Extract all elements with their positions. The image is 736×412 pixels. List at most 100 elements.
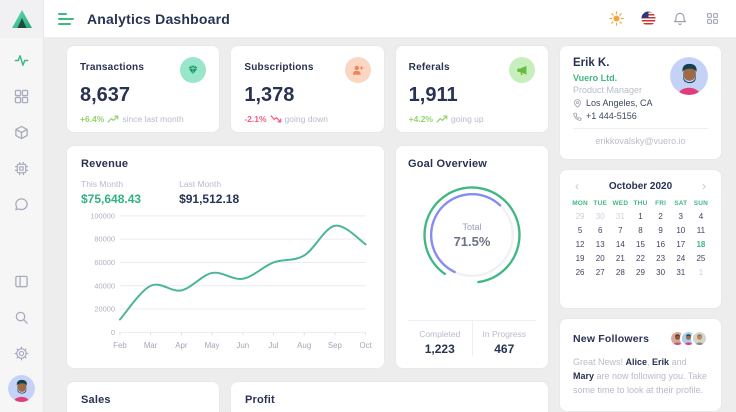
goal-overview-card: Goal Overview Total 71.5% Completed 1 (395, 145, 549, 369)
calendar-day[interactable]: 1 (638, 212, 643, 221)
calendar-day[interactable]: 5 (577, 226, 583, 235)
calendar-day[interactable]: 4 (698, 212, 704, 221)
followers-header: New Followers (573, 330, 708, 347)
stats-row: Transactions 8,637 +6.4% since last mont… (66, 45, 549, 133)
activity-icon (14, 54, 29, 66)
goal-donut-chart (423, 186, 521, 284)
calendar-day[interactable]: 28 (615, 268, 625, 277)
calendar-day[interactable]: 15 (636, 240, 645, 249)
followers-title: New Followers (573, 332, 650, 345)
revenue-summary: This Month $75,648.43 Last Month $91,512… (81, 179, 370, 206)
stat-trend: +4.2% going up (408, 114, 484, 124)
sidebar-item-system[interactable] (8, 154, 36, 182)
calendar-day-header: THU (633, 200, 648, 207)
calendar-day[interactable]: 17 (676, 240, 686, 249)
this-month-value: $75,648.43 (81, 192, 142, 206)
calendar-day[interactable]: 12 (575, 240, 585, 249)
calendar-day[interactable]: 29 (575, 212, 585, 221)
user-plus-icon (344, 57, 371, 83)
calendar-day[interactable]: 31 (676, 268, 686, 277)
goal-completed: Completed 1,223 (408, 321, 473, 356)
calendar-day-header: WED (612, 200, 629, 207)
sales-title: Sales (81, 394, 111, 406)
subscriptions-card: Subscriptions 1,378 -2.1% going down (230, 45, 385, 133)
revenue-line-chart: 0 20000 40000 60000 80000 100000 Feb Mar Apr May J… (90, 211, 372, 350)
calendar-day[interactable]: 1 (698, 268, 704, 277)
stat-label: Transactions (80, 62, 145, 73)
avatar (8, 375, 35, 402)
goal-donut-wrap: Total 71.5% (415, 178, 529, 292)
calendar-day[interactable]: 22 (636, 254, 645, 263)
topbar: Analytics Dashboard (44, 0, 736, 38)
apps-grid-icon[interactable] (704, 11, 720, 27)
profile-name: Erik K. (573, 57, 610, 69)
calendar-day[interactable]: 30 (656, 268, 666, 277)
calendar-day[interactable]: 25 (696, 254, 706, 263)
sidebar-item-dashboards[interactable] (8, 82, 36, 110)
calendar-day[interactable]: 23 (656, 254, 666, 263)
sidebar-user-avatar[interactable] (8, 375, 35, 402)
theme-toggle-sun-icon[interactable] (608, 11, 624, 27)
search-icon (15, 311, 28, 324)
svg-text:20000: 20000 (94, 305, 115, 314)
dashboard-grid-icon (14, 89, 29, 103)
sidebar-item-settings[interactable] (8, 339, 36, 367)
menu-toggle-button[interactable] (58, 12, 74, 25)
calendar-next-button[interactable]: › (702, 179, 706, 193)
profile-avatar[interactable] (670, 57, 708, 95)
svg-text:Apr: Apr (175, 341, 188, 350)
profile-phone: +1 444-5156 (573, 111, 708, 121)
calendar-day[interactable]: 26 (575, 268, 585, 277)
calendar-prev-button[interactable]: ‹ (575, 179, 579, 193)
calendar-day[interactable]: 3 (678, 212, 683, 221)
profile-company[interactable]: Vuero Ltd. (573, 73, 618, 83)
sidebar-item-components[interactable] (8, 118, 36, 146)
svg-text:100000: 100000 (90, 211, 115, 220)
calendar-day[interactable]: 24 (676, 254, 686, 263)
calendar-day[interactable]: 30 (595, 212, 605, 221)
charts-row: Revenue This Month $75,648.43 Last Month… (66, 145, 549, 369)
calendar-day[interactable]: 13 (595, 240, 605, 249)
sidebar-item-activity[interactable] (8, 46, 36, 74)
language-us-flag-icon[interactable] (640, 11, 656, 27)
content: Transactions 8,637 +6.4% since last mont… (44, 38, 736, 412)
calendar-day[interactable]: 21 (615, 254, 625, 263)
avatar (670, 57, 708, 95)
calendar-month-label: October 2020 (608, 180, 673, 192)
calendar-day[interactable]: 10 (676, 226, 686, 235)
calendar-day[interactable]: 31 (615, 212, 625, 221)
profile-email[interactable]: erikkovalsky@vuero.io (573, 128, 708, 146)
calendar-day[interactable]: 20 (595, 254, 605, 263)
referals-card: Referals 1,911 +4.2% going up (394, 45, 549, 133)
calendar-day[interactable]: 7 (618, 226, 623, 235)
sidebar-item-panels[interactable] (8, 267, 36, 295)
profile-location: Los Angeles, CA (573, 98, 708, 108)
calendar-day[interactable]: 14 (615, 240, 625, 249)
profile-role: Product Manager (573, 85, 643, 95)
goal-in-progress: In Progress 467 (482, 329, 526, 356)
trend-up-icon (436, 115, 448, 123)
calendar-day[interactable]: 19 (575, 254, 585, 263)
calendar-day[interactable]: 29 (636, 268, 645, 277)
calendar-day[interactable]: 11 (696, 226, 706, 235)
calendar-day[interactable]: 6 (597, 226, 603, 235)
calendar-day[interactable]: 27 (595, 268, 605, 277)
calendar-day[interactable]: 16 (656, 240, 666, 249)
calendar-day[interactable]: 8 (638, 226, 643, 235)
calendar-day[interactable]: 9 (658, 226, 663, 235)
sidebar-item-messages[interactable] (8, 190, 36, 218)
sidebar-item-search[interactable] (8, 303, 36, 331)
stat-trend: +6.4% since last month (80, 114, 184, 124)
calendar-day[interactable]: 18 (696, 240, 706, 249)
calendar-day[interactable]: 2 (658, 212, 663, 221)
svg-text:Feb: Feb (113, 341, 127, 350)
notifications-bell-icon[interactable] (672, 11, 688, 27)
profile-card: Erik K. Vuero Ltd. Product Manager Los A… (559, 45, 722, 160)
follower-avatar-mary[interactable] (691, 330, 708, 347)
sidebar (0, 0, 44, 412)
cube-icon (15, 125, 28, 139)
trend-up-icon (107, 115, 119, 123)
svg-text:60000: 60000 (94, 258, 115, 267)
cpu-icon (14, 161, 29, 175)
app-logo[interactable] (0, 0, 43, 38)
